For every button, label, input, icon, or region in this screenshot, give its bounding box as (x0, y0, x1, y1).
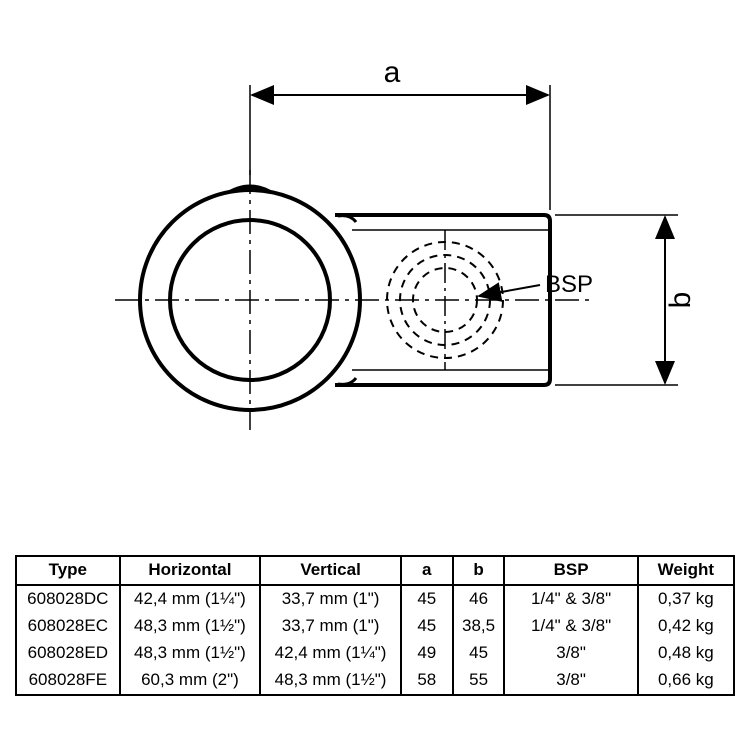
cell-b: 55 (453, 667, 505, 695)
technical-drawing: a b BSP (0, 0, 750, 540)
cell-weight: 0,37 kg (638, 585, 734, 613)
cell-vertical: 33,7 mm (1") (260, 585, 401, 613)
cell-a: 49 (401, 640, 453, 667)
cell-type: 608028FE (16, 667, 120, 695)
dim-a-label: a (384, 56, 401, 89)
cell-a: 45 (401, 585, 453, 613)
cell-weight: 0,66 kg (638, 667, 734, 695)
cell-bsp: 3/8" (504, 640, 637, 667)
spec-table: Type Horizontal Vertical a b BSP Weight … (15, 555, 735, 696)
cell-horizontal: 42,4 mm (1¼") (120, 585, 261, 613)
cell-type: 608028ED (16, 640, 120, 667)
table-row: 608028FE 60,3 mm (2") 48,3 mm (1½") 58 5… (16, 667, 734, 695)
col-vertical: Vertical (260, 556, 401, 585)
col-b: b (453, 556, 505, 585)
cell-b: 38,5 (453, 613, 505, 640)
table-row: 608028DC 42,4 mm (1¼") 33,7 mm (1") 45 4… (16, 585, 734, 613)
cell-horizontal: 48,3 mm (1½") (120, 613, 261, 640)
col-type: Type (16, 556, 120, 585)
table-header-row: Type Horizontal Vertical a b BSP Weight (16, 556, 734, 585)
cell-a: 45 (401, 613, 453, 640)
cell-type: 608028DC (16, 585, 120, 613)
col-weight: Weight (638, 556, 734, 585)
cell-a: 58 (401, 667, 453, 695)
col-bsp: BSP (504, 556, 637, 585)
cell-b: 46 (453, 585, 505, 613)
cell-weight: 0,48 kg (638, 640, 734, 667)
cell-horizontal: 48,3 mm (1½") (120, 640, 261, 667)
cell-weight: 0,42 kg (638, 613, 734, 640)
table-row: 608028EC 48,3 mm (1½") 33,7 mm (1") 45 3… (16, 613, 734, 640)
cell-type: 608028EC (16, 613, 120, 640)
table-row: 608028ED 48,3 mm (1½") 42,4 mm (1¼") 49 … (16, 640, 734, 667)
cell-vertical: 48,3 mm (1½") (260, 667, 401, 695)
cell-bsp: 1/4" & 3/8" (504, 613, 637, 640)
cell-vertical: 42,4 mm (1¼") (260, 640, 401, 667)
col-horizontal: Horizontal (120, 556, 261, 585)
cell-bsp: 1/4" & 3/8" (504, 585, 637, 613)
cell-bsp: 3/8" (504, 667, 637, 695)
col-a: a (401, 556, 453, 585)
cell-b: 45 (453, 640, 505, 667)
dim-b-label: b (664, 292, 697, 309)
bsp-label: BSP (545, 271, 593, 298)
cell-horizontal: 60,3 mm (2") (120, 667, 261, 695)
cell-vertical: 33,7 mm (1") (260, 613, 401, 640)
